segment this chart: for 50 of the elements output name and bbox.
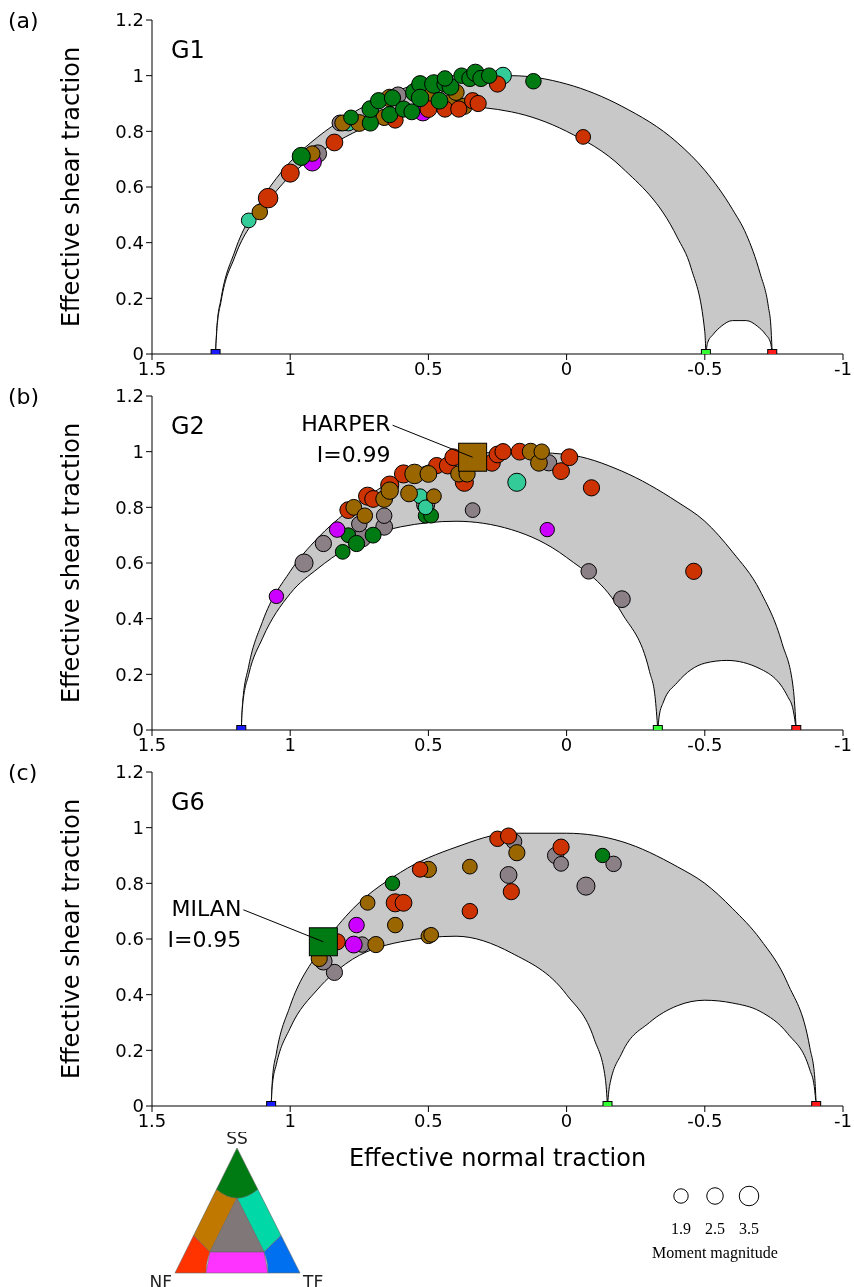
x-tick-label: 1: [284, 733, 296, 755]
y-tick-label: 1.2: [115, 9, 144, 31]
y-tick-label: 0.6: [115, 928, 144, 950]
y-tick-label: 0.8: [115, 872, 144, 894]
legend-label: 1.9: [671, 1220, 691, 1237]
y-axis-title: Effective shear traction: [56, 798, 85, 1080]
y-axis-title: Effective shear traction: [56, 422, 85, 704]
annotation: HARPER I=0.99: [301, 411, 391, 468]
y-tick-label: 0.6: [115, 176, 144, 198]
x-tick-label: 0.5: [414, 733, 443, 755]
y-tick-label: 1: [132, 65, 144, 87]
y-tick-label: 0.2: [115, 1039, 144, 1061]
y-axis-title: Effective shear traction: [56, 46, 85, 328]
x-tick-label: -0.5: [687, 733, 723, 755]
legend-label: 3.5: [739, 1220, 759, 1237]
x-tick-label: 1: [284, 357, 296, 379]
text: G6: [171, 788, 205, 816]
text: SS: [226, 1128, 248, 1148]
x-tick-label: -0.5: [687, 1109, 723, 1131]
legend-label: 2.5: [705, 1220, 725, 1237]
x-tick-label: 0: [560, 1109, 573, 1131]
x-axis-title: Effective normal traction: [348, 1144, 647, 1172]
x-tick-label: -1: [834, 357, 852, 379]
y-tick-label: 1: [132, 441, 144, 463]
x-tick-label: 0.5: [414, 357, 443, 379]
text: (a): [8, 8, 39, 33]
y-tick-label: 0.4: [115, 608, 144, 630]
y-tick-label: 0.8: [115, 120, 144, 142]
y-tick-label: 1.2: [115, 385, 144, 407]
legend-title: Moment magnitude: [652, 1244, 778, 1262]
x-tick-label: 1: [284, 1109, 296, 1131]
x-tick-label: 0: [560, 733, 573, 755]
text: (c): [8, 760, 38, 785]
y-tick-label: 0.4: [115, 232, 144, 254]
y-tick-label: 0.2: [115, 287, 144, 309]
x-tick-label: -1: [834, 733, 852, 755]
annotation: MILAN I=0.95: [167, 895, 242, 952]
text: G1: [171, 36, 205, 64]
text: (b): [8, 384, 40, 409]
y-tick-label: 0.4: [115, 984, 144, 1006]
x-tick-label: -1: [834, 1109, 852, 1131]
y-tick-label: 0.6: [115, 552, 144, 574]
y-tick-label: 1: [132, 817, 144, 839]
y-tick-label: 1.2: [115, 761, 144, 783]
text: G2: [171, 412, 205, 440]
x-tick-label: 0: [560, 357, 573, 379]
x-tick-label: 0.5: [414, 1109, 443, 1131]
x-tick-label: -0.5: [687, 357, 723, 379]
y-tick-label: 0.2: [115, 663, 144, 685]
y-tick-label: 0.8: [115, 496, 144, 518]
